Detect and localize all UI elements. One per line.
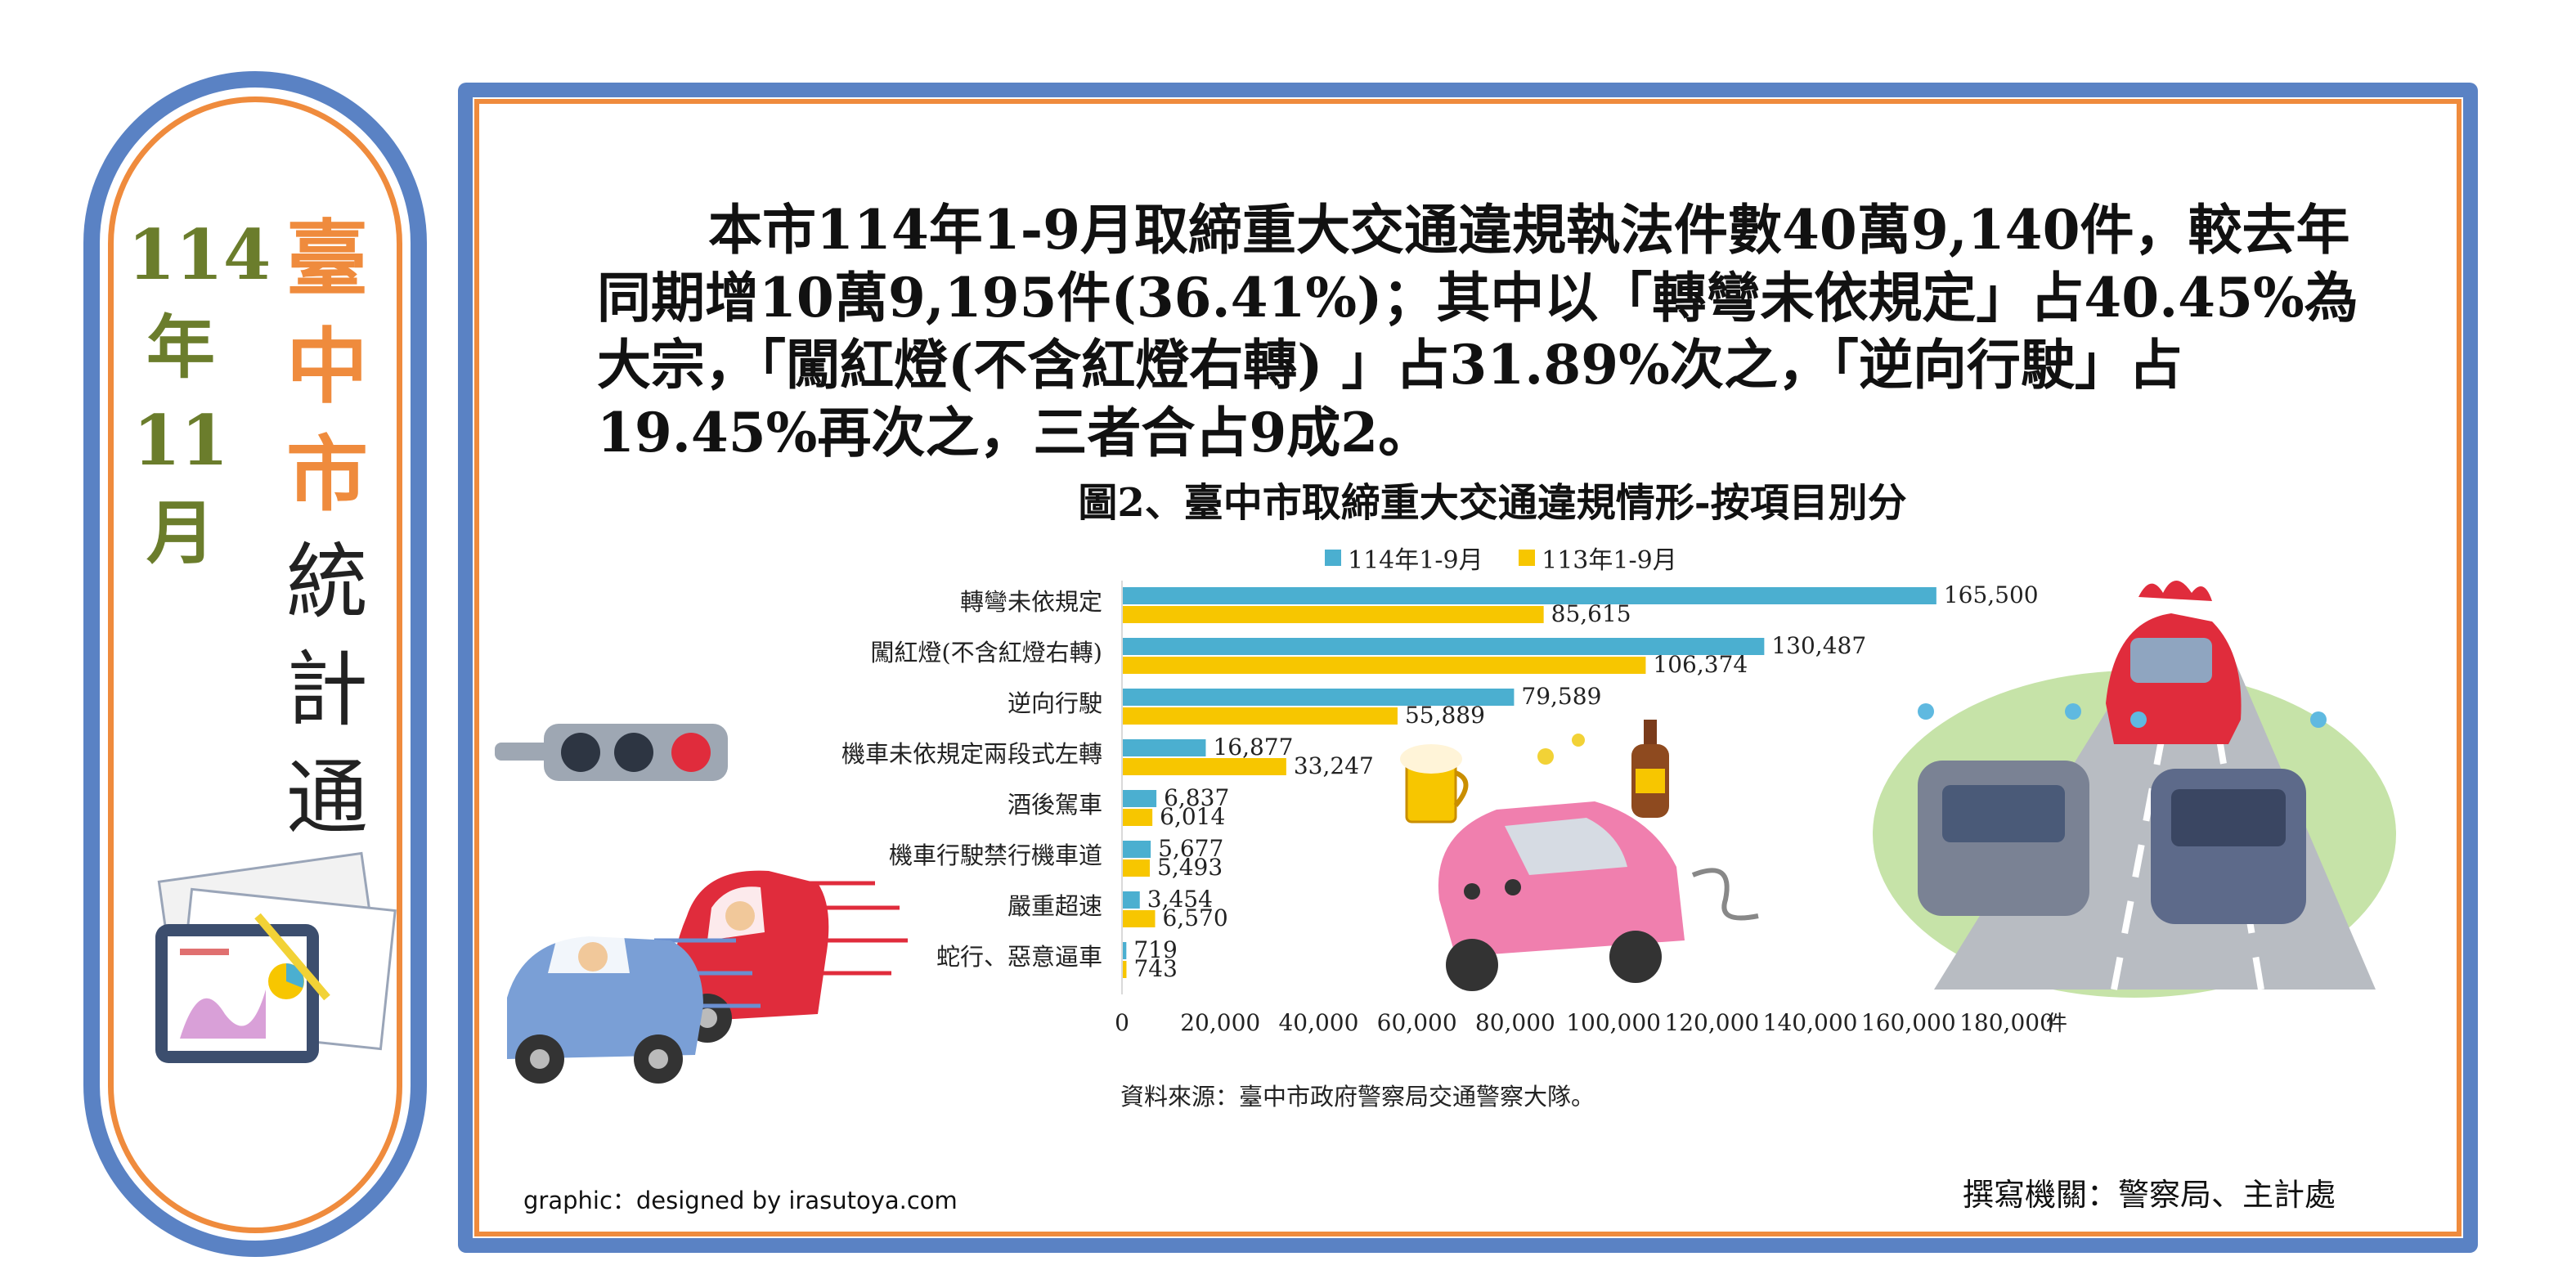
- x-tick-label: 160,000: [1861, 1009, 1956, 1036]
- beer-mug-icon: [1400, 744, 1469, 824]
- bar: [1123, 910, 1156, 927]
- category-label: 逆向行駛: [1008, 689, 1102, 717]
- data-label: 5,493: [1157, 854, 1223, 881]
- title-char: 統: [286, 534, 368, 630]
- content-frame: [458, 83, 2478, 1253]
- category-label: 酒後駕車: [1008, 791, 1102, 819]
- bar: [1123, 606, 1544, 623]
- x-tick-label: 100,000: [1566, 1009, 1661, 1036]
- category-label: 闖紅燈(不含紅燈右轉): [870, 639, 1102, 666]
- x-unit-label: 件: [2046, 1012, 2067, 1036]
- category-label: 機車未依規定兩段式左轉: [841, 740, 1102, 768]
- bar: [1123, 841, 1151, 858]
- road-cars-icon: [1873, 581, 2396, 998]
- data-label: 79,589: [1521, 683, 1601, 710]
- data-label: 55,889: [1405, 702, 1485, 729]
- chase-cars-icon: [507, 870, 908, 1084]
- data-label: 106,374: [1653, 651, 1748, 678]
- legend-swatch: [1325, 550, 1341, 566]
- author-org: 撰寫機關：警察局、主計處: [1963, 1177, 2336, 1213]
- bar: [1123, 657, 1646, 674]
- bar: [1123, 961, 1127, 978]
- legend-swatch: [1519, 550, 1536, 566]
- data-label: 6,570: [1162, 904, 1227, 931]
- beer-bottle-icon: [1631, 720, 1669, 818]
- drunk-car-icon: [1400, 720, 1759, 991]
- x-tick-label: 140,000: [1763, 1009, 1858, 1036]
- title-char: 中: [286, 318, 368, 415]
- bar: [1123, 790, 1157, 807]
- bar: [1123, 758, 1286, 775]
- content-frame-inner: [474, 99, 2462, 1236]
- data-label: 165,500: [1944, 581, 2039, 608]
- traffic-light-icon: [495, 724, 728, 781]
- category-label: 轉彎未依規定: [960, 588, 1102, 616]
- bar: [1123, 942, 1127, 959]
- data-label: 3,454: [1147, 886, 1213, 913]
- title-char: 市: [286, 426, 368, 523]
- category-label: 嚴重超速: [1008, 892, 1102, 920]
- issue-month: 11: [132, 399, 229, 481]
- x-tick-label: 120,000: [1664, 1009, 1759, 1036]
- x-tick-label: 60,000: [1377, 1009, 1457, 1036]
- graphic-credit: graphic：designed by irasutoya.com: [523, 1187, 958, 1214]
- chart-legend: 114年1-9月 113年1-9月: [1325, 540, 1705, 576]
- bulletin-title: 臺 中 市 統 計 通 報: [270, 204, 384, 960]
- data-label: 130,487: [1771, 632, 1866, 659]
- bar: [1123, 739, 1206, 756]
- data-label: 719: [1133, 936, 1177, 963]
- title-char: 臺: [286, 210, 368, 307]
- data-label: 16,877: [1213, 734, 1293, 761]
- bar: [1123, 859, 1151, 877]
- x-tick-label: 0: [1115, 1009, 1129, 1036]
- bar: [1123, 707, 1398, 725]
- chart-title: 圖2、臺中市取締重大交通違規情形-按項目別分: [1078, 480, 1907, 526]
- summary-text: 本市114年1-9月取締重大交通違規執法件數40萬9,140件，較去年同期增10…: [597, 196, 2372, 466]
- tablet-chart-icon: [155, 851, 397, 1063]
- legend-item-114: 114年1-9月: [1325, 540, 1483, 576]
- bar: [1123, 587, 1936, 604]
- title-char: 通: [286, 750, 368, 846]
- data-label: 5,677: [1158, 835, 1223, 862]
- side-panel-inner: [108, 96, 402, 1233]
- title-char: 計: [286, 642, 368, 738]
- x-tick-label: 20,000: [1180, 1009, 1260, 1036]
- bar: [1123, 891, 1140, 909]
- category-label: 蛇行、惡意逼車: [936, 943, 1102, 971]
- bar: [1123, 689, 1515, 706]
- issue-month-char: 月: [146, 492, 215, 574]
- data-label: 6,014: [1160, 803, 1225, 830]
- issue-year-char: 年: [146, 307, 215, 388]
- data-label: 33,247: [1294, 752, 1374, 779]
- bar: [1123, 809, 1153, 826]
- data-label: 85,615: [1551, 600, 1631, 627]
- legend-label: 113年1-9月: [1542, 546, 1677, 575]
- legend-label: 114年1-9月: [1348, 546, 1483, 575]
- summary-paragraph: 本市114年1-9月取締重大交通違規執法件數40萬9,140件，較去年同期增10…: [597, 198, 2358, 464]
- category-label: 機車行駛禁行機車道: [889, 841, 1102, 869]
- bar: [1123, 638, 1765, 655]
- legend-item-113: 113年1-9月: [1519, 540, 1677, 576]
- data-label: 743: [1133, 955, 1177, 982]
- data-source: 資料來源：臺中市政府警察局交通警察大隊。: [1120, 1083, 1595, 1111]
- x-tick-label: 40,000: [1278, 1009, 1358, 1036]
- data-label: 6,837: [1164, 784, 1229, 811]
- x-tick-label: 180,000: [1959, 1009, 2054, 1036]
- x-tick-label: 80,000: [1475, 1009, 1555, 1036]
